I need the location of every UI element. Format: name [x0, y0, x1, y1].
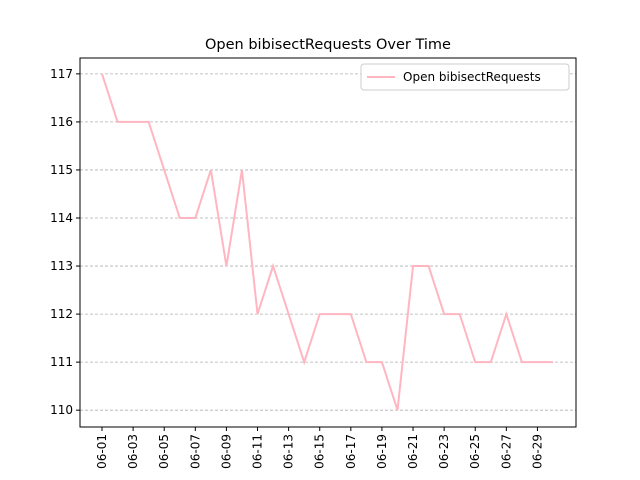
x-tick-label: 06-05: [157, 434, 171, 469]
x-tick-label: 06-25: [468, 434, 482, 469]
y-tick-label: 113: [50, 259, 73, 273]
y-tick-label: 111: [50, 355, 73, 369]
legend-box: [360, 63, 570, 91]
y-tick-label: 112: [50, 307, 73, 321]
y-tick-label: 115: [50, 163, 73, 177]
x-tick-label: 06-15: [313, 434, 327, 469]
x-tick-label: 06-11: [251, 434, 265, 469]
x-tick-label: 06-19: [375, 434, 389, 469]
plot-frame: [79, 57, 577, 428]
chart-title: Open bibisectRequests Over Time: [205, 37, 451, 53]
legend-label: Open bibisectRequests: [403, 70, 541, 84]
x-tick-label: 06-13: [282, 434, 296, 469]
x-tick-label: 06-23: [437, 434, 451, 469]
x-tick-label: 06-01: [95, 434, 109, 469]
x-tick-label: 06-03: [126, 434, 140, 469]
y-tick-label: 114: [50, 211, 73, 225]
data-line: [101, 73, 553, 411]
x-tick-label: 06-07: [188, 434, 202, 469]
x-tick-label: 06-29: [530, 434, 544, 469]
x-tick-label: 06-27: [499, 434, 513, 469]
y-tick-label: 110: [50, 403, 73, 417]
y-tick-label: 117: [50, 67, 73, 81]
x-tick-label: 06-17: [344, 434, 358, 469]
x-tick-label: 06-21: [406, 434, 420, 469]
y-tick-label: 116: [50, 115, 73, 129]
x-tick-label: 06-09: [219, 434, 233, 469]
